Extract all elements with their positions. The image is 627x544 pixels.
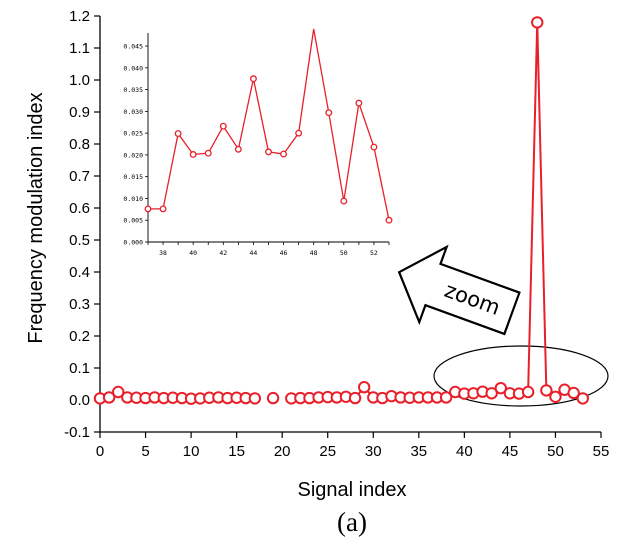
titles: Signal index Frequency modulation index …	[25, 92, 406, 537]
main-plot: -0.1 0.0 0.1 0.2 0.3 0.4 0.5 0.6 0.7 0.8 0.9 1.0 1.1…	[64, 8, 609, 460]
inset-y-tick-label: 0.045	[123, 43, 143, 51]
inset-x-tick-label: 44	[250, 249, 258, 257]
main-annotations: zoom	[397, 244, 609, 407]
y-tick-label: 0.2	[69, 328, 90, 345]
data-point	[248, 392, 262, 405]
x-tick-label: 30	[365, 443, 382, 460]
inset-axes: 0.000 0.005 0.010 0.015 0.020 0.025 0.030 0.035…	[108, 27, 399, 266]
inset-data-point	[265, 148, 272, 156]
inset-y-tick-label: 0.010	[123, 195, 143, 203]
inset-data-point	[174, 130, 182, 138]
data-point	[439, 391, 453, 404]
x-tick-label: 10	[183, 443, 200, 460]
inset-data-point	[325, 109, 333, 117]
inset-x-tick-label: 42	[219, 249, 227, 257]
y-tick-label: 0.5	[69, 232, 90, 249]
main-axes: -0.1 0.0 0.1 0.2 0.3 0.4 0.5 0.6 0.7 0.8 0.9 1.0 1.1…	[64, 8, 609, 460]
inset-data-point	[385, 216, 393, 224]
y-tick-label: -0.1	[64, 424, 90, 441]
inset-series	[144, 28, 393, 224]
x-tick-label: 0	[96, 443, 104, 460]
y-tick-label: 1.2	[69, 8, 90, 25]
inset-y-tick-label: 0.030	[123, 108, 143, 116]
data-point	[540, 384, 553, 397]
x-tick-label: 5	[141, 443, 149, 460]
data-point	[348, 391, 362, 405]
x-tick-label: 15	[228, 443, 245, 460]
inset-zoom-plot: 0.000 0.005 0.010 0.015 0.020 0.025 0.030 0.035…	[108, 27, 399, 266]
data-point	[521, 385, 535, 399]
y-tick-label: 0.9	[69, 104, 90, 121]
inset-data-point	[204, 149, 212, 157]
x-tick-label: 25	[319, 443, 336, 460]
inset-data-point	[159, 205, 167, 213]
y-tick-label: 0.8	[69, 136, 90, 153]
data-point	[102, 391, 116, 404]
x-tick-label: 20	[274, 443, 291, 460]
inset-y-tick-label: 0.020	[123, 151, 143, 159]
zoom-arrow: zoom	[397, 244, 521, 336]
inset-y-tick-label: 0.040	[123, 64, 143, 72]
inset-y-tick-label: 0.015	[123, 173, 143, 181]
x-tick-label: 50	[547, 443, 564, 460]
inset-x-tick-label: 52	[370, 249, 378, 257]
inset-data-point	[280, 150, 288, 158]
x-tick-label: 35	[410, 443, 427, 460]
data-point	[567, 386, 580, 400]
y-tick-label: 0.1	[69, 360, 90, 377]
data-point	[531, 16, 544, 29]
inset-data-point	[144, 205, 152, 213]
inset-data-point	[340, 197, 348, 205]
data-point	[266, 391, 280, 405]
y-tick-label: 1.0	[69, 72, 90, 89]
data-point	[112, 385, 125, 399]
y-tick-label: 0.3	[69, 296, 90, 313]
y-tick-label: 0.0	[69, 392, 90, 409]
inset-x-tick-label: 40	[189, 249, 197, 257]
data-point	[549, 390, 562, 403]
x-tick-label: 40	[456, 443, 473, 460]
y-tick-label: 0.7	[69, 168, 90, 185]
y-tick-label: 0.6	[69, 200, 90, 217]
inset-y-tick-label: 0.000	[123, 239, 143, 247]
data-point	[576, 392, 589, 405]
inset-x-tick-label: 38	[159, 249, 167, 257]
x-tick-label: 55	[593, 443, 610, 460]
data-point	[485, 387, 498, 400]
inset-data-point	[189, 151, 197, 158]
inset-background	[108, 27, 399, 266]
inset-data-point	[234, 145, 242, 153]
inset-data-point	[295, 129, 303, 137]
figure-caption: (a)	[337, 507, 367, 537]
y-tick-label: 0.4	[69, 264, 90, 281]
inset-x-tick-label: 48	[310, 249, 318, 257]
inset-data-point	[370, 143, 378, 151]
inset-y-tick-label: 0.035	[123, 86, 143, 94]
inset-y-tick-label: 0.005	[123, 217, 143, 225]
data-point	[357, 381, 371, 394]
data-point	[494, 381, 507, 395]
inset-x-tick-label: 50	[340, 249, 348, 257]
inset-data-point	[249, 75, 257, 83]
y-axis-title: Frequency modulation index	[25, 92, 47, 343]
y-tick-label: 1.1	[69, 40, 90, 57]
x-tick-label: 45	[502, 443, 519, 460]
inset-data-point	[355, 99, 363, 107]
zoom-region-ellipse	[433, 345, 609, 407]
inset-y-tick-label: 0.025	[123, 130, 143, 138]
main-series	[93, 16, 589, 405]
x-axis-title: Signal index	[298, 479, 407, 501]
zoom-arrow-shape	[397, 244, 521, 336]
inset-x-tick-label: 46	[280, 249, 288, 257]
inset-data-point	[219, 122, 227, 130]
